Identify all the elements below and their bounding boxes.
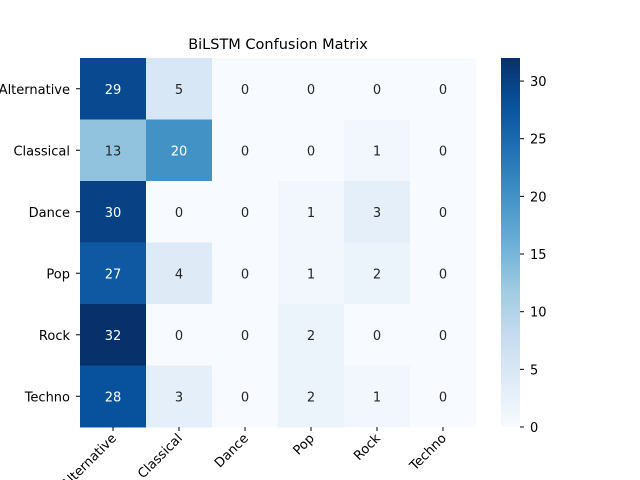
cell-label-r1-c1: 20 <box>171 144 188 159</box>
cell-label-r4-c2: 0 <box>241 329 249 344</box>
cell-label-r0-c5: 0 <box>439 83 447 98</box>
cell-label-r4-c4: 0 <box>373 329 381 344</box>
cell-label-r3-c4: 2 <box>373 267 381 282</box>
cell-label-r0-c1: 5 <box>175 83 183 98</box>
cell-r4-c1 <box>146 304 213 366</box>
cell-label-r0-c4: 0 <box>373 83 381 98</box>
cell-r4-c3 <box>278 304 345 366</box>
cell-label-r3-c2: 0 <box>241 267 249 282</box>
colorbar: 0 5 10 15 20 25 30 <box>501 58 547 436</box>
cell-label-r2-c0: 30 <box>105 206 122 221</box>
y-tick-label-0: Alternative <box>0 83 70 98</box>
cell-label-r2-c3: 1 <box>307 206 315 221</box>
cell-r2-c4 <box>344 181 411 243</box>
cell-label-r1-c5: 0 <box>439 144 447 159</box>
cell-label-r0-c2: 0 <box>241 83 249 98</box>
cell-r5-c0 <box>80 365 147 428</box>
cell-label-r5-c5: 0 <box>439 390 447 405</box>
x-tick-label-2: Dance <box>212 431 252 471</box>
cell-label-r5-c3: 2 <box>307 390 315 405</box>
cell-r2-c3 <box>278 181 345 243</box>
y-tick-label-1: Classical <box>13 144 70 159</box>
y-tick-label-4: Rock <box>39 329 71 344</box>
cell-r4-c4 <box>344 304 411 366</box>
cell-r2-c5 <box>410 181 477 243</box>
cell-label-r0-c0: 29 <box>105 83 122 98</box>
cell-r1-c3 <box>278 119 345 182</box>
colorbar-tick-label-3: 15 <box>530 248 547 263</box>
cell-r4-c5 <box>410 304 477 366</box>
y-tick-label-3: Pop <box>46 267 70 282</box>
cell-label-r1-c0: 13 <box>105 144 122 159</box>
chart-title: BiLSTM Confusion Matrix <box>188 37 368 53</box>
y-tick-label-2: Dance <box>29 206 70 221</box>
x-tick-label-5: Techno <box>406 431 449 474</box>
y-axis: Alternative Classical Dance Pop Rock Techno <box>0 83 80 405</box>
cell-label-r5-c1: 3 <box>175 390 183 405</box>
cell-label-r1-c2: 0 <box>241 144 249 159</box>
cell-r0-c0 <box>80 58 147 120</box>
cell-r3-c4 <box>344 242 411 305</box>
x-tick-label-3: Pop <box>291 431 318 458</box>
y-tick-label-5: Techno <box>24 390 70 405</box>
cell-r1-c5 <box>410 119 477 182</box>
cell-r0-c3 <box>278 58 345 120</box>
cell-label-r2-c1: 0 <box>175 206 183 221</box>
cell-annotations: 29 5 0 0 0 013 20 0 0 1 030 0 0 1 3 027 4 0 1 2 032 0 0 2 0 028 3 0… <box>105 83 447 406</box>
cell-r3-c3 <box>278 242 345 305</box>
cell-r0-c2 <box>212 58 279 120</box>
cell-label-r3-c3: 1 <box>307 267 315 282</box>
cell-label-r3-c5: 0 <box>439 267 447 282</box>
x-tick-label-4: Rock <box>351 431 384 464</box>
cell-r5-c3 <box>278 365 345 428</box>
cell-label-r3-c0: 27 <box>105 267 122 282</box>
cell-r1-c4 <box>344 119 411 182</box>
cell-label-r2-c4: 3 <box>373 206 381 221</box>
cell-label-r1-c4: 1 <box>373 144 381 159</box>
cell-label-r2-c5: 0 <box>439 206 447 221</box>
cell-label-r0-c3: 0 <box>307 83 315 98</box>
cell-r1-c0 <box>80 119 147 182</box>
cell-r2-c1 <box>146 181 213 243</box>
cell-r3-c0 <box>80 242 147 305</box>
cell-label-r3-c1: 4 <box>175 267 183 282</box>
cell-label-r4-c0: 32 <box>105 329 122 344</box>
x-axis: Alternative Classical Dance Pop Rock Techno <box>59 427 450 480</box>
cell-r3-c5 <box>410 242 477 305</box>
colorbar-tick-label-5: 25 <box>530 133 547 148</box>
x-tick-label-1: Classical <box>135 431 186 480</box>
cell-r4-c0 <box>80 304 147 366</box>
colorbar-tick-label-4: 20 <box>530 190 547 205</box>
cell-r0-c1 <box>146 58 213 120</box>
cell-label-r4-c5: 0 <box>439 329 447 344</box>
cell-r2-c2 <box>212 181 279 243</box>
cell-label-r5-c0: 28 <box>105 390 122 405</box>
cell-r5-c1 <box>146 365 213 428</box>
cell-label-r4-c1: 0 <box>175 329 183 344</box>
colorbar-tick-label-1: 5 <box>530 363 538 378</box>
x-tick-label-0: Alternative <box>59 431 120 480</box>
cell-r5-c2 <box>212 365 279 428</box>
colorbar-gradient <box>501 58 520 427</box>
cell-label-r4-c3: 2 <box>307 329 315 344</box>
cell-r0-c5 <box>410 58 477 120</box>
cell-label-r2-c2: 0 <box>241 206 249 221</box>
heatmap-cells <box>80 58 477 428</box>
cell-r5-c5 <box>410 365 477 428</box>
cell-label-r1-c3: 0 <box>307 144 315 159</box>
colorbar-tick-label-6: 30 <box>530 75 547 90</box>
colorbar-tick-label-0: 0 <box>530 421 538 436</box>
cell-label-r5-c2: 0 <box>241 390 249 405</box>
cell-r0-c4 <box>344 58 411 120</box>
cell-r1-c1 <box>146 119 213 182</box>
cell-r4-c2 <box>212 304 279 366</box>
cell-r1-c2 <box>212 119 279 182</box>
cell-r2-c0 <box>80 181 147 243</box>
cell-r5-c4 <box>344 365 411 428</box>
cell-label-r5-c4: 1 <box>373 390 381 405</box>
colorbar-tick-label-2: 10 <box>530 306 547 321</box>
cell-r3-c1 <box>146 242 213 305</box>
cell-r3-c2 <box>212 242 279 305</box>
